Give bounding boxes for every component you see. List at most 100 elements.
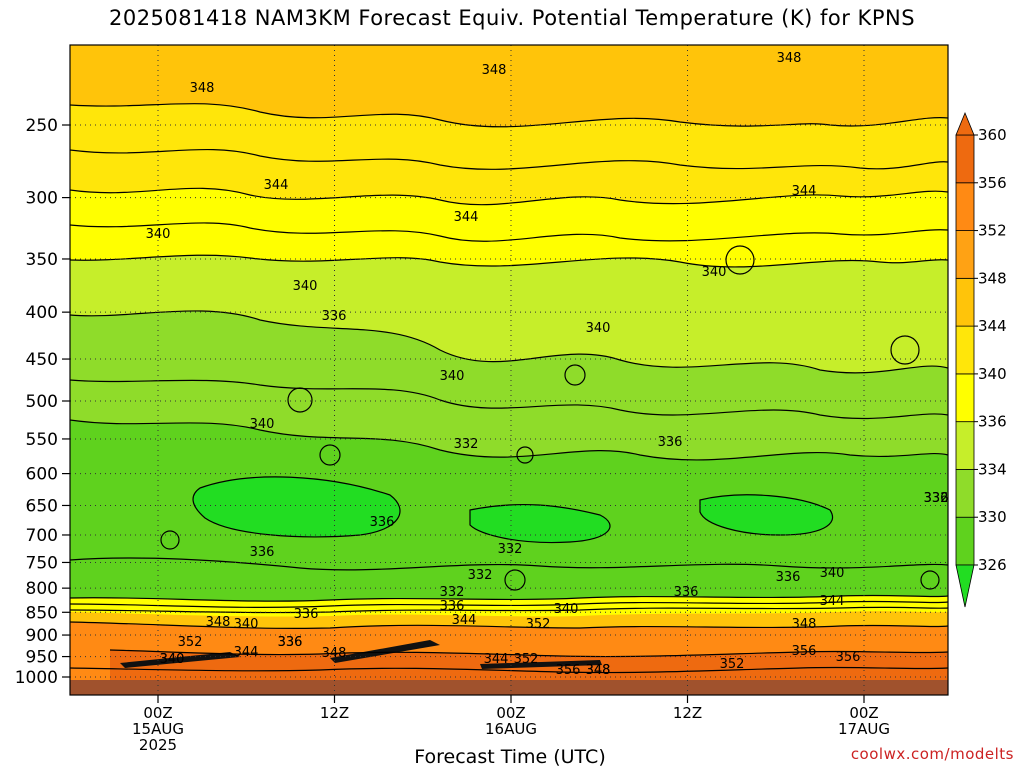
colorbar-segment — [955, 516, 975, 566]
contour-label: 344 — [452, 613, 477, 628]
colorbar-label: 326 — [978, 556, 1007, 574]
contour-label: 340 — [250, 417, 275, 432]
contour-label: 340 — [702, 265, 727, 280]
contour-label: 348 — [792, 617, 817, 632]
contour-label: 344 — [820, 594, 845, 609]
contour-label: 348 — [322, 646, 347, 661]
y-tick-label: 250 — [26, 116, 58, 136]
y-tick-label: 950 — [26, 648, 58, 668]
contour-label: 332 — [440, 585, 465, 600]
ground — [70, 680, 948, 695]
contour-label: 348 — [206, 615, 231, 630]
contour-label: 340 — [234, 617, 259, 632]
colorbar-label: 344 — [978, 317, 1007, 335]
colorbar-label: 340 — [978, 365, 1007, 383]
colorbar-bottom-arrow — [955, 564, 975, 608]
contour-label: 336 — [294, 607, 319, 622]
x-axis-title: Forecast Time (UTC) — [414, 746, 606, 768]
y-tick-label: 700 — [26, 526, 58, 546]
y-tick-label: 1000 — [15, 668, 58, 688]
x-axis-ticks — [157, 695, 865, 703]
contour-label: 336 — [924, 491, 949, 506]
contour-label: 336 — [250, 545, 275, 560]
contour-label: 348 — [586, 663, 611, 678]
contour-label: 332 — [468, 568, 493, 583]
contour-labels: 3483483483443443443403403403403403363403… — [146, 51, 949, 678]
contour-label: 340 — [293, 279, 318, 294]
contour-label: 348 — [482, 63, 507, 78]
y-tick-label: 900 — [26, 626, 58, 646]
contour-label: 340 — [160, 652, 185, 667]
colorbar-label: 336 — [978, 413, 1007, 431]
contour-label: 340 — [440, 369, 465, 384]
contour-label: 336 — [370, 515, 395, 530]
x-tick-label: 00Z 16AUG — [485, 704, 537, 738]
contour-label: 344 — [234, 645, 259, 660]
y-tick-label: 550 — [26, 430, 58, 450]
contour-label: 352 — [526, 617, 551, 632]
x-tick-label: 12Z — [672, 704, 703, 722]
y-tick-label: 500 — [26, 392, 58, 412]
contour-label: 336 — [674, 585, 699, 600]
band-330-low — [70, 557, 948, 600]
contour-label: 336 — [322, 309, 347, 324]
contour-label: 332 — [498, 542, 523, 557]
contour-label: 344 — [264, 178, 289, 193]
contour-label: 336 — [278, 635, 303, 650]
colorbar-segment — [955, 325, 975, 375]
dark-streak-3 — [480, 660, 602, 669]
y-tick-label: 400 — [26, 303, 58, 323]
colorbar-segment — [955, 421, 975, 470]
contour-label: 344 — [454, 210, 479, 225]
colorbar-segment — [955, 230, 975, 279]
colorbar-label: 360 — [978, 126, 1007, 144]
contour-label: 344 — [792, 184, 817, 199]
contour-label: 340 — [586, 321, 611, 336]
colorbar-label: 330 — [978, 508, 1007, 526]
x-tick-label: 12Z — [319, 704, 350, 722]
contour-label: 356 — [556, 663, 581, 678]
colorbar-label: 356 — [978, 174, 1007, 192]
y-tick-label: 750 — [26, 553, 58, 573]
band-326c — [700, 494, 833, 535]
contour-label: 336 — [440, 599, 465, 614]
y-tick-label: 800 — [26, 579, 58, 599]
x-tick-label: 00Z 15AUG 2025 — [132, 704, 184, 754]
y-tick-label: 300 — [26, 189, 58, 209]
plot-frame — [69, 44, 949, 696]
contour-label: 340 — [160, 652, 185, 667]
contour-label: 348 — [190, 81, 215, 96]
contour-label: 340 — [146, 227, 171, 242]
colorbar-segment — [955, 469, 975, 518]
colorbar-segment — [955, 182, 975, 231]
contour-label: 356 — [836, 650, 861, 665]
colorbar-label: 334 — [978, 460, 1007, 478]
contour-label: 336 — [278, 635, 303, 650]
contour-label: 336 — [658, 435, 683, 450]
y-axis: 250 300 350 400 450 500 550 600 650 700 750 800 850 9… — [15, 116, 70, 688]
colorbar-top-arrow — [955, 111, 975, 136]
band-326a — [193, 476, 400, 537]
contour-label: 340 — [820, 566, 845, 581]
y-tick-label: 350 — [26, 250, 58, 270]
colorbar-segment — [955, 134, 975, 184]
colorbar: 326 330 334 336 340 344 348 352 356 360 — [955, 111, 1007, 608]
dark-streak-2 — [330, 640, 440, 663]
band-326b — [470, 504, 610, 543]
chart-title: 2025081418 NAM3KM Forecast Equiv. Potent… — [108, 6, 916, 30]
vertical-gridlines — [157, 45, 865, 695]
colorbar-segment — [955, 373, 975, 423]
dark-streak-1 — [120, 652, 240, 668]
colorbar-label: 348 — [978, 269, 1007, 287]
contour-label: 356 — [792, 644, 817, 659]
y-tick-label: 600 — [26, 465, 58, 485]
colorbar-label: 352 — [978, 222, 1007, 240]
contour-lines — [70, 103, 948, 674]
contour-label: 348 — [777, 51, 802, 66]
credit-link[interactable]: coolwx.com/modelts — [850, 745, 1014, 763]
contour-label: 332 — [454, 437, 479, 452]
contour-label: 352 — [720, 657, 745, 672]
contour-label: 352 — [514, 652, 539, 667]
contour-label: 352 — [178, 635, 203, 650]
